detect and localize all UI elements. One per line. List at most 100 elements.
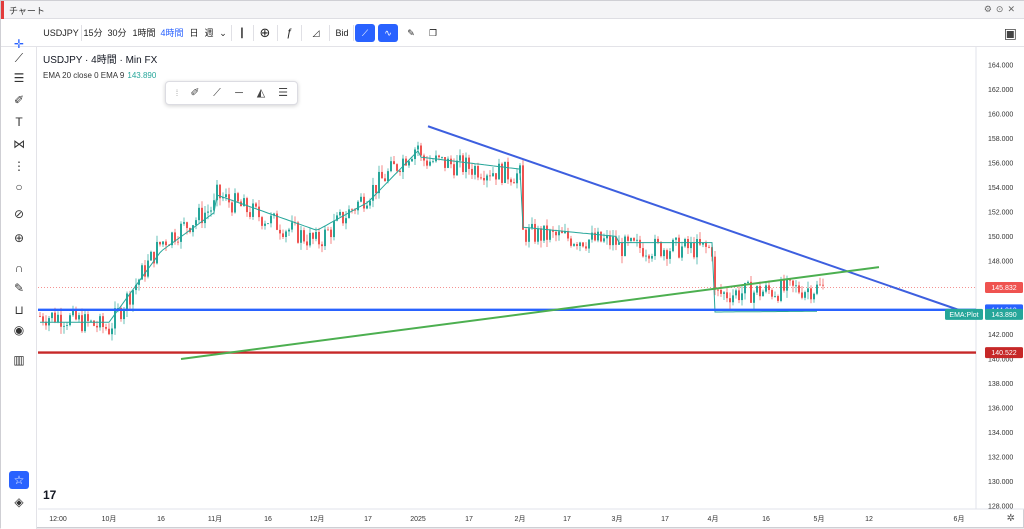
candle-body bbox=[753, 292, 755, 303]
ema-line bbox=[40, 149, 818, 323]
ascending-trendline[interactable] bbox=[180, 266, 880, 360]
candle-body bbox=[192, 225, 194, 233]
candle-body bbox=[591, 232, 593, 240]
candle-body bbox=[180, 223, 182, 242]
pen-style-icon[interactable]: ✐ bbox=[190, 87, 200, 99]
favorites-star-icon[interactable]: ☆ bbox=[9, 471, 29, 489]
divider bbox=[353, 25, 354, 41]
candle-body bbox=[639, 239, 641, 249]
signal-view-icon[interactable]: ∿ bbox=[378, 24, 398, 42]
interval-1w-button[interactable]: 週 bbox=[204, 28, 214, 38]
layout-panel-icon[interactable]: ▣ bbox=[1003, 25, 1017, 41]
candle-body bbox=[108, 328, 110, 335]
candle-body bbox=[207, 211, 209, 213]
drawing-templates-icon[interactable]: ✎ bbox=[407, 28, 415, 38]
window-title: チャート bbox=[9, 6, 45, 16]
prediction-tool-icon[interactable]: ⋮ bbox=[13, 159, 25, 173]
fib-tool-icon[interactable]: ☰ bbox=[13, 71, 25, 85]
time-tick-label: 16 bbox=[264, 516, 272, 523]
ema-plot-tag-label: EMA:Plot bbox=[949, 312, 978, 319]
indicators-icon[interactable]: ƒ bbox=[285, 27, 293, 39]
chart-settings-icon[interactable]: ✲ bbox=[1006, 513, 1015, 524]
candle-body bbox=[141, 265, 143, 280]
candle-body bbox=[537, 228, 539, 242]
lock-drawing-icon[interactable]: ✎ bbox=[13, 281, 25, 295]
candle-body bbox=[54, 312, 56, 322]
trash-icon[interactable]: ▥ bbox=[13, 353, 25, 367]
bid-button[interactable]: Bid bbox=[335, 28, 349, 38]
indicator-label: EMA 20 close 0 EMA 9 bbox=[43, 71, 125, 80]
price-tick-label: 164.000 bbox=[988, 63, 1013, 70]
line-color-icon[interactable]: ⟋ bbox=[213, 87, 221, 99]
candle-body bbox=[321, 244, 323, 247]
interval-30m-button[interactable]: 30分 bbox=[107, 28, 127, 38]
candle-body bbox=[648, 255, 650, 259]
time-tick-label: 12月 bbox=[310, 515, 325, 523]
drag-handle-icon[interactable]: ⁞ bbox=[175, 88, 179, 98]
ruler-icon[interactable]: ⊘ bbox=[13, 207, 25, 221]
trend-view-icon[interactable]: ⟋ bbox=[355, 24, 375, 42]
candle-body bbox=[60, 314, 62, 327]
descending-trendline[interactable] bbox=[427, 125, 960, 311]
candle-body bbox=[744, 282, 746, 294]
candle-body bbox=[717, 289, 719, 291]
brush-tool-icon[interactable]: ✐ bbox=[13, 93, 25, 107]
pattern-tool-icon[interactable]: ⋈ bbox=[13, 137, 25, 151]
line-width-icon[interactable]: ─ bbox=[235, 87, 243, 99]
candle-body bbox=[681, 246, 683, 258]
time-tick-label: 2025 bbox=[410, 516, 426, 523]
restore-icon[interactable]: ⊙ bbox=[995, 4, 1008, 14]
candle-body bbox=[798, 285, 800, 293]
interval-1h-button[interactable]: 1時間 bbox=[132, 28, 156, 38]
compare-add-icon[interactable]: ⊕ bbox=[259, 25, 271, 40]
price-tick-label: 160.000 bbox=[988, 112, 1013, 119]
zoom-icon[interactable]: ⊕ bbox=[13, 231, 25, 245]
close-icon[interactable]: ✕ bbox=[1007, 4, 1019, 14]
candle-body bbox=[57, 314, 59, 322]
crosshair-icon[interactable]: ✛ bbox=[13, 37, 25, 51]
interval-15m-button[interactable]: 15分 bbox=[83, 28, 103, 38]
fill-tool-icon[interactable]: ◭ bbox=[256, 87, 266, 99]
candle-body bbox=[786, 279, 788, 291]
divider bbox=[253, 25, 254, 41]
depth-chart-icon[interactable]: ◿ bbox=[312, 28, 320, 38]
candle-body bbox=[627, 236, 629, 241]
candle-style-icon[interactable]: ┃ bbox=[239, 28, 245, 38]
candle-body bbox=[708, 246, 710, 248]
candle-body bbox=[165, 241, 167, 246]
visibility-icon[interactable]: ◉ bbox=[13, 323, 25, 337]
candle-body bbox=[270, 215, 272, 224]
candle-body bbox=[372, 184, 374, 201]
legend-symbol: USDJPY · 4時間 · Min FX bbox=[43, 55, 158, 66]
divider bbox=[231, 25, 232, 41]
candle-body bbox=[177, 241, 179, 243]
settings-icon[interactable]: ⚙ bbox=[983, 4, 996, 14]
interval-dropdown-icon[interactable]: ⌄ bbox=[219, 28, 227, 38]
candle-body bbox=[669, 251, 671, 259]
symbol-search-button[interactable]: USDJPY bbox=[43, 28, 79, 38]
time-tick-label: 2月 bbox=[515, 515, 526, 523]
shape-tool-icon[interactable]: ○ bbox=[15, 180, 23, 194]
candle-body bbox=[354, 209, 356, 211]
more-options-icon[interactable]: ☰ bbox=[278, 87, 288, 99]
candle-body bbox=[507, 161, 509, 180]
magnet-icon[interactable]: ∩ bbox=[14, 261, 24, 275]
candle-body bbox=[630, 238, 632, 241]
layouts-icon[interactable]: ❐ bbox=[428, 28, 438, 38]
candle-body bbox=[579, 242, 581, 247]
interval-4h-button[interactable]: 4時間 bbox=[160, 28, 184, 38]
trendline-tool-icon[interactable]: ⟋ bbox=[14, 51, 24, 65]
lock-icon[interactable]: ⊔ bbox=[14, 303, 24, 317]
price-axis[interactable] bbox=[976, 47, 1024, 509]
object-tree-icon[interactable]: ◈ bbox=[14, 495, 24, 509]
text-tool-icon[interactable]: T bbox=[15, 115, 23, 129]
candle-body bbox=[705, 242, 707, 247]
candle-body bbox=[435, 155, 437, 162]
interval-1d-button[interactable]: 日 bbox=[189, 28, 199, 38]
price-tick-label: 148.000 bbox=[988, 259, 1013, 266]
candle-body bbox=[732, 295, 734, 303]
window-controls[interactable]: ⚙⊙✕ bbox=[984, 4, 1019, 15]
price-tick-label: 142.000 bbox=[988, 332, 1013, 339]
candle-body bbox=[162, 241, 164, 245]
